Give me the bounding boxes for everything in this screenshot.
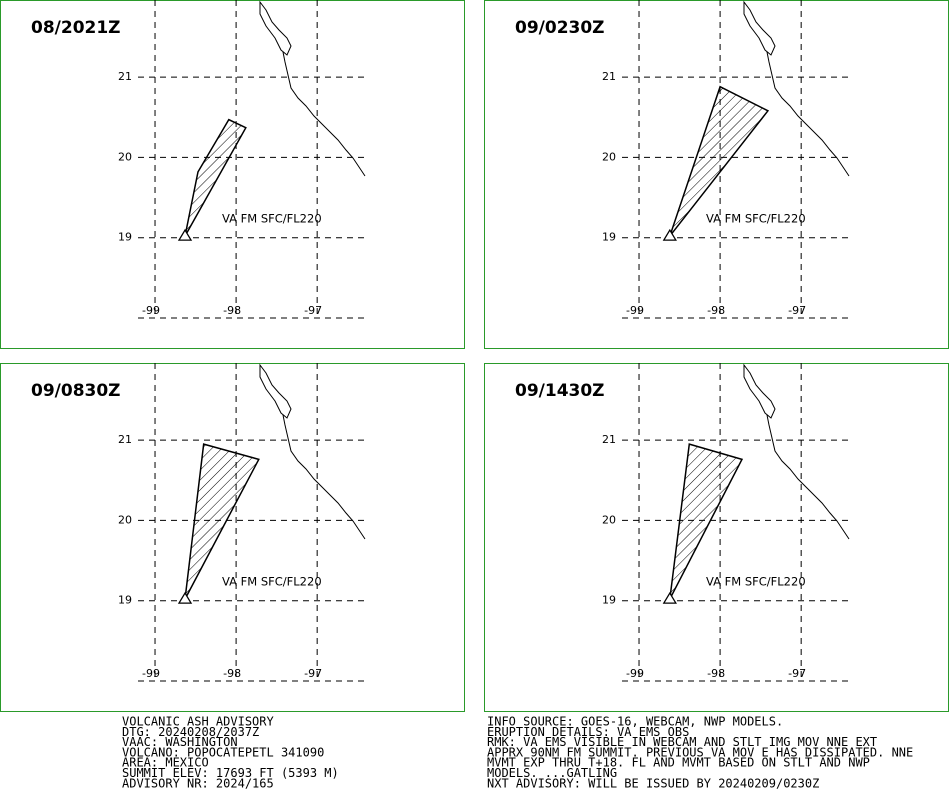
advisory-line: DTG: 20240208/2037Z: [122, 725, 259, 739]
lat-tick-label: 20: [118, 513, 132, 526]
lat-tick-label: 20: [118, 150, 132, 163]
lat-tick-label: 20: [602, 150, 616, 163]
ash-label: VA FM SFC/FL220: [222, 212, 322, 226]
lat-tick-label: 19: [602, 594, 616, 607]
panel-title: 09/0230Z: [515, 18, 605, 38]
volcano-marker: [662, 228, 677, 241]
panel-title: 09/1430Z: [515, 381, 605, 401]
advisory-line: APPRX 90NM FM SUMMIT. PREVIOUS VA MOV E …: [487, 745, 913, 759]
lon-tick-label: -97: [304, 667, 322, 680]
volcano-marker: [662, 591, 677, 604]
volcano-marker: [177, 591, 193, 604]
lat-tick-label: 19: [118, 231, 132, 244]
coastline: [259, 1, 366, 177]
lon-tick-label: -97: [304, 304, 322, 317]
advisory-line: VAAC: WASHINGTON: [122, 735, 238, 749]
advisory-line: VOLCANO: POPOCATEPETL 341090: [122, 745, 324, 759]
advisory-line: NXT ADVISORY: WILL BE ISSUED BY 20240209…: [487, 776, 819, 790]
advisory-line: MODELS. ...GATLING: [487, 766, 617, 780]
ash-area: [184, 118, 247, 237]
lat-tick-label: 19: [602, 231, 616, 244]
coastline: [743, 1, 850, 177]
advisory-line: ERUPTION DETAILS: VA EMS OBS: [487, 725, 689, 739]
map-panel: 21 20 19 -99 -98 -97 09/0830Z VA FM SFC/FL220: [0, 363, 465, 712]
advisory-line: INFO SOURCE: GOES-16, WEBCAM, NWP MODELS…: [487, 715, 783, 729]
advisory-line: VOLCANIC ASH ADVISORY: [122, 715, 274, 729]
ash-area: [669, 443, 744, 600]
advisory-line: AREA: MEXICO: [122, 756, 209, 770]
lon-tick-label: -98: [223, 667, 241, 680]
ash-area: [669, 85, 770, 237]
lon-tick-label: -99: [142, 667, 160, 680]
map-panel: 21 20 19 -99 -98 -97 09/0230Z VA FM SFC/FL220: [484, 0, 949, 349]
lon-tick-label: -97: [788, 304, 806, 317]
volcano-marker: [177, 228, 193, 241]
lon-tick-label: -98: [707, 304, 725, 317]
panel-frame: [484, 0, 949, 349]
lon-tick-label: -97: [788, 667, 806, 680]
lat-tick-label: 20: [602, 513, 616, 526]
advisory-line: SUMMIT ELEV: 17693 FT (5393 M): [122, 766, 339, 780]
lon-tick-label: -98: [707, 667, 725, 680]
lat-tick-label: 21: [602, 433, 616, 446]
lat-tick-label: 21: [118, 70, 132, 83]
panel-frame: [0, 0, 465, 349]
ash-label: VA FM SFC/FL220: [706, 212, 806, 226]
lat-tick-label: 19: [118, 594, 132, 607]
advisory-line: ADVISORY NR: 2024/165: [122, 776, 274, 790]
lon-tick-label: -98: [223, 304, 241, 317]
coastline: [259, 364, 366, 540]
panel-frame: [484, 363, 949, 712]
coastline: [743, 364, 850, 540]
ash-area: [184, 443, 260, 600]
lon-tick-label: -99: [626, 667, 644, 680]
map-panel: 21 20 19 -99 -98 -97 08/2021Z VA FM SFC/FL220: [0, 0, 465, 349]
lon-tick-label: -99: [142, 304, 160, 317]
panel-title: 09/0830Z: [31, 381, 121, 401]
advisory-line: MVMT EXP THRU T+18. FL AND MVMT BASED ON…: [487, 756, 870, 770]
ash-label: VA FM SFC/FL220: [706, 575, 806, 589]
map-panel: 21 20 19 -99 -98 -97 09/1430Z VA FM SFC/FL220: [484, 363, 949, 712]
panel-frame: [0, 363, 465, 712]
ash-label: VA FM SFC/FL220: [222, 575, 322, 589]
panel-title: 08/2021Z: [31, 18, 121, 38]
lat-tick-label: 21: [602, 70, 616, 83]
lon-tick-label: -99: [626, 304, 644, 317]
advisory-line: RMK: VA EMS VISIBLE IN WEBCAM AND STLT I…: [487, 735, 877, 749]
lat-tick-label: 21: [118, 433, 132, 446]
